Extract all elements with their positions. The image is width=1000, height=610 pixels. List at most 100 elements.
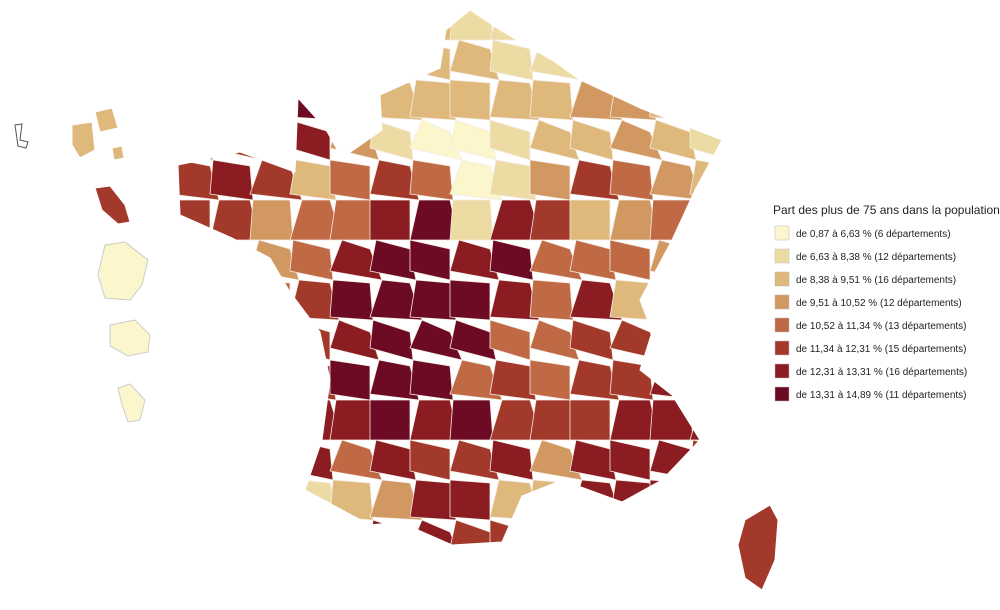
department (209, 319, 263, 361)
department (209, 119, 263, 161)
department (178, 279, 223, 321)
legend-swatch (774, 386, 790, 402)
legend-swatch (774, 340, 790, 356)
martinique (94, 185, 131, 225)
department (209, 39, 251, 81)
department (609, 359, 654, 401)
department (449, 279, 491, 321)
department (289, 39, 334, 81)
department (609, 39, 651, 81)
department (689, 119, 722, 161)
department (649, 399, 694, 441)
department (178, 399, 211, 441)
department (178, 199, 211, 241)
department (689, 519, 722, 545)
department (689, 39, 722, 81)
department (609, 239, 651, 281)
department (489, 10, 543, 41)
corsica (737, 504, 779, 591)
department (209, 519, 263, 545)
department (209, 479, 257, 521)
department (249, 439, 300, 481)
department (249, 79, 291, 121)
department (689, 159, 722, 201)
department (609, 79, 657, 121)
department (249, 119, 297, 161)
department (489, 359, 537, 401)
legend-swatch (774, 271, 790, 287)
legend: Part des plus de 75 ans dans la populati… (773, 203, 1000, 402)
legend-label: de 8,38 à 9,51 % (16 départements) (796, 275, 956, 286)
department (529, 159, 571, 201)
legend-label: de 10,52 à 11,34 % (13 départements) (796, 321, 966, 332)
department (209, 439, 251, 481)
department (209, 359, 254, 401)
department (249, 399, 294, 441)
department (689, 199, 722, 241)
department (409, 479, 457, 521)
department (209, 10, 260, 41)
department (329, 519, 380, 545)
departments (178, 10, 722, 545)
mayotte (117, 383, 146, 423)
department (649, 239, 700, 281)
department (178, 319, 214, 361)
department (329, 479, 374, 521)
department (369, 39, 417, 81)
department (409, 159, 454, 201)
department (529, 519, 580, 545)
department (529, 199, 577, 241)
legend-swatch (774, 294, 790, 310)
department (249, 199, 294, 241)
department (329, 199, 377, 241)
department (409, 239, 451, 281)
department (689, 279, 722, 321)
department (529, 479, 574, 521)
department (569, 199, 611, 241)
department (209, 239, 251, 281)
department (689, 359, 722, 401)
department (569, 519, 614, 545)
department (178, 10, 211, 41)
department (689, 79, 722, 121)
department (209, 279, 257, 321)
department (178, 439, 217, 481)
department (178, 239, 217, 281)
department (209, 159, 254, 201)
department (649, 519, 697, 545)
department (689, 399, 722, 441)
department (449, 199, 494, 241)
department (249, 519, 297, 545)
department (289, 319, 331, 361)
department (249, 359, 303, 401)
legend-label: de 13,31 à 14,89 % (11 départements) (796, 390, 966, 401)
department (689, 319, 722, 361)
department (609, 159, 654, 201)
department (529, 10, 577, 41)
department (569, 10, 611, 41)
department (689, 239, 722, 281)
department (449, 399, 494, 441)
department (529, 279, 574, 321)
legend-title: Part des plus de 75 ans dans la populati… (773, 203, 1000, 217)
department (649, 479, 691, 521)
department (289, 439, 334, 481)
department (529, 399, 577, 441)
department (409, 279, 457, 321)
department (449, 479, 491, 521)
department (329, 159, 371, 201)
department (489, 519, 531, 545)
department (649, 319, 697, 361)
department (369, 519, 414, 545)
department (369, 199, 411, 241)
department (609, 319, 663, 361)
department (609, 279, 657, 321)
department (529, 79, 574, 121)
department (178, 479, 223, 521)
department (369, 399, 411, 441)
department (178, 119, 214, 161)
department (249, 10, 294, 41)
legend-swatch (774, 317, 790, 333)
department (649, 10, 694, 41)
